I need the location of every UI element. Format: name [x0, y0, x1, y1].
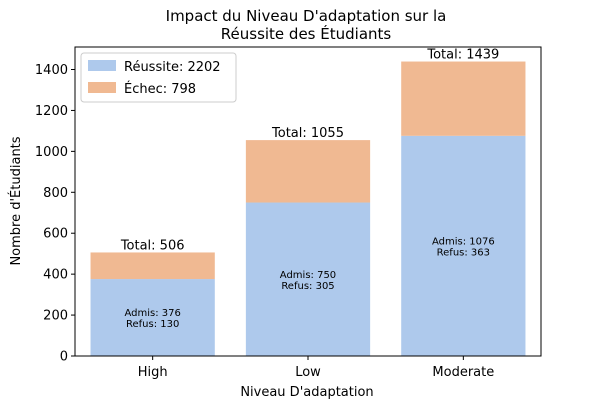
inbar-label-moderate-admis: Admis: 1076	[432, 236, 495, 247]
bar--chec-moderate	[401, 61, 526, 136]
axes-group: 0 200 400 600 800 1000 1200 1400 High Low Moderate	[35, 46, 542, 380]
legend-swatch-reussite	[88, 60, 116, 71]
legend-frame	[80, 52, 237, 103]
y-tick-label: 600	[43, 227, 68, 242]
bar-r-ussite-low	[245, 202, 371, 356]
bar-r-ussite-moderate	[401, 135, 526, 356]
y-tick-label: 1000	[35, 145, 68, 160]
y-axis-label: Nombre d'Étudiants	[8, 136, 24, 265]
bars-group	[90, 61, 526, 356]
y-tick-label: 0	[60, 350, 68, 365]
x-tick-label-low: Low	[295, 365, 321, 380]
y-tick-label: 400	[43, 268, 68, 283]
legend-label-reussite: Réussite: 2202	[124, 60, 221, 75]
total-label-high: Total: 506	[120, 238, 185, 253]
bar--chec-low	[245, 140, 371, 203]
total-labels-group: Total: 506 Total: 1055 Total: 1439	[120, 48, 499, 254]
chart-title-line-1: Impact du Niveau D'adaptation sur la	[166, 7, 447, 25]
inbar-label-high-refus: Refus: 130	[126, 319, 179, 330]
chart-title-line-2: Réussite des Étudiants	[221, 24, 392, 43]
y-tick-label: 1400	[35, 63, 68, 78]
inbar-label-low-refus: Refus: 305	[281, 281, 334, 292]
bar-r-ussite-high	[90, 279, 215, 356]
inbar-label-low-admis: Admis: 750	[280, 270, 336, 281]
legend-swatch-echec	[88, 82, 116, 93]
y-tick-label: 1200	[35, 104, 68, 119]
x-tick-label-high: High	[138, 365, 168, 380]
inbar-label-moderate-refus: Refus: 363	[437, 247, 490, 258]
total-label-low: Total: 1055	[271, 126, 344, 141]
x-tick-label-moderate: Moderate	[432, 365, 494, 380]
y-tick-label: 800	[43, 186, 68, 201]
legend-label-echec: Échec: 798	[124, 81, 196, 97]
y-tick-label: 200	[43, 309, 68, 324]
total-label-moderate: Total: 1439	[426, 48, 499, 63]
inbar-label-high-admis: Admis: 376	[124, 308, 180, 319]
x-axis-label: Niveau D'adaptation	[240, 385, 373, 400]
bar--chec-high	[90, 252, 215, 280]
legend: Réussite: 2202 Échec: 798	[80, 52, 237, 103]
